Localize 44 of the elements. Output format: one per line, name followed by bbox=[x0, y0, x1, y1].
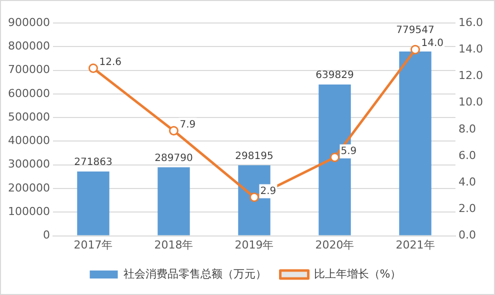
y2-tick-label: 14.0 bbox=[458, 42, 484, 56]
point bbox=[330, 152, 340, 162]
y-tick-label: 800000 bbox=[8, 40, 50, 53]
data-label: 7.9 bbox=[180, 119, 196, 130]
y-tick-label: 600000 bbox=[8, 86, 50, 100]
data-label: 271863 bbox=[74, 157, 112, 168]
y2-tick-label: 12.0 bbox=[458, 69, 484, 82]
data-label: 639829 bbox=[316, 70, 354, 82]
data-label: 5.9 bbox=[340, 146, 357, 157]
y2-tick-label: 6.0 bbox=[458, 148, 476, 162]
y-tick-label: 500000 bbox=[8, 110, 50, 124]
y2-tick-label: 4.0 bbox=[458, 175, 476, 188]
bar bbox=[77, 172, 110, 236]
point bbox=[250, 192, 259, 202]
y2-tick-label: 8.0 bbox=[458, 122, 476, 136]
y2-tick-label: 10.0 bbox=[458, 96, 484, 109]
x-tick-label: 2020年 bbox=[315, 238, 354, 252]
data-label: 298195 bbox=[235, 150, 274, 162]
y-tick-label: 100000 bbox=[8, 205, 50, 218]
bar bbox=[399, 51, 432, 236]
y2-tick-label: 16.0 bbox=[458, 16, 484, 29]
data-label: 2.9 bbox=[260, 186, 276, 197]
x-tick-label: 2021年 bbox=[396, 238, 435, 252]
y-tick-label: 300000 bbox=[8, 158, 50, 171]
point bbox=[88, 63, 98, 73]
y2-tick-label: 2.0 bbox=[458, 202, 476, 216]
y2-tick-label: 0.0 bbox=[458, 228, 476, 242]
data-label: 14.0 bbox=[421, 38, 444, 50]
point bbox=[410, 44, 420, 54]
x-tick-label: 2019年 bbox=[234, 238, 274, 252]
legend-label: 社会消费品零售总额（万元） bbox=[123, 267, 266, 280]
data-label: 12.6 bbox=[99, 56, 122, 68]
x-tick-label: 2017年 bbox=[74, 238, 113, 252]
point bbox=[168, 126, 178, 136]
y-tick-label: 900000 bbox=[8, 16, 50, 29]
y-tick-label: 400000 bbox=[8, 134, 50, 148]
y-tick-label: 200000 bbox=[8, 181, 50, 194]
y-tick-label: 700000 bbox=[8, 63, 50, 76]
bar bbox=[158, 167, 190, 236]
y-tick-label: 0 bbox=[42, 228, 50, 242]
x-tick-label: 2018年 bbox=[154, 238, 194, 252]
data-label: 289790 bbox=[154, 152, 193, 164]
legend-label: 比上年增长（%） bbox=[314, 267, 402, 280]
data-label: 779547 bbox=[396, 25, 434, 36]
